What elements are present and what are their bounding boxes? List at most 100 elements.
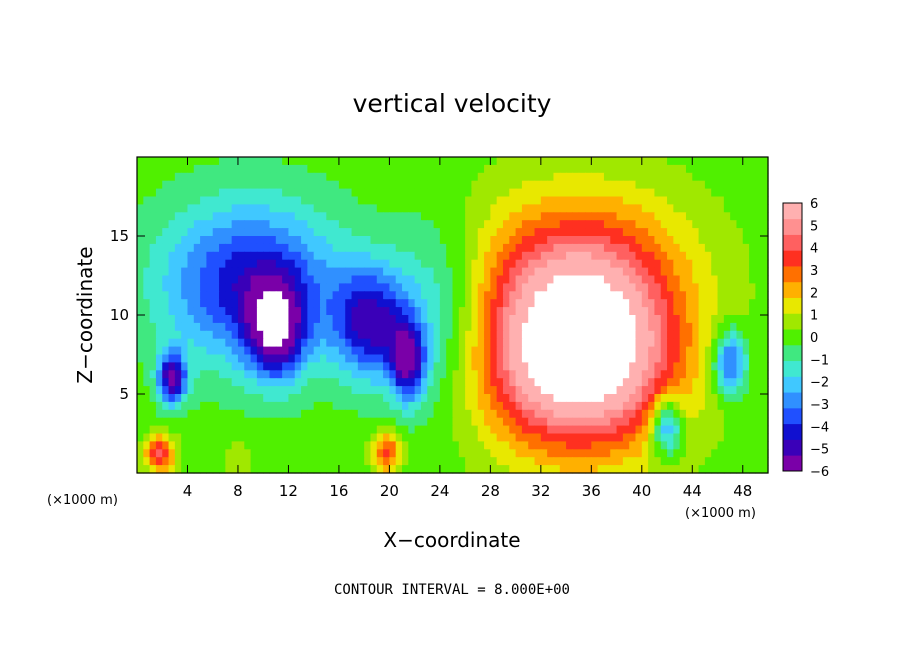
heatmap-cell xyxy=(597,449,605,458)
heatmap-cell xyxy=(452,267,460,277)
heatmap-cell xyxy=(692,362,700,371)
heatmap-cell xyxy=(244,346,252,356)
heatmap-cell xyxy=(761,322,769,332)
heatmap-cell xyxy=(698,425,706,435)
heatmap-cell xyxy=(319,220,327,229)
heatmap-cell xyxy=(345,188,353,198)
heatmap-cell xyxy=(288,417,296,427)
heatmap-cell xyxy=(742,425,750,435)
heatmap-cell xyxy=(597,251,605,261)
heatmap-cell xyxy=(256,267,264,277)
heatmap-cell xyxy=(439,307,447,316)
heatmap-cell xyxy=(263,394,271,403)
heatmap-cell xyxy=(692,409,700,419)
heatmap-cell xyxy=(540,417,548,427)
heatmap-cell xyxy=(692,243,700,253)
heatmap-cell xyxy=(679,196,687,205)
heatmap-cell xyxy=(648,417,656,427)
heatmap-cell xyxy=(667,322,674,332)
heatmap-cell xyxy=(761,172,769,182)
heatmap-cell xyxy=(534,283,542,292)
heatmap-cell xyxy=(200,417,208,427)
heatmap-cell xyxy=(338,220,346,229)
heatmap-cell xyxy=(490,362,498,371)
heatmap-cell xyxy=(294,180,302,190)
heatmap-cell xyxy=(755,417,763,427)
heatmap-cell xyxy=(616,291,624,300)
heatmap-cell xyxy=(351,433,359,442)
heatmap-cell xyxy=(730,259,738,269)
heatmap-cell xyxy=(723,164,731,174)
heatmap-cell xyxy=(225,172,233,182)
heatmap-cell xyxy=(376,433,384,442)
heatmap-cell xyxy=(376,299,384,308)
heatmap-cell xyxy=(427,259,435,269)
heatmap-cell xyxy=(433,172,441,182)
heatmap-cell xyxy=(471,394,479,403)
heatmap-cell xyxy=(137,354,144,363)
heatmap-cell xyxy=(212,172,220,182)
heatmap-cell xyxy=(736,425,744,435)
heatmap-cell xyxy=(566,338,573,348)
heatmap-cell xyxy=(717,172,725,182)
heatmap-cell xyxy=(490,417,498,427)
heatmap-cell xyxy=(200,267,208,277)
heatmap-cell xyxy=(591,259,599,269)
heatmap-cell xyxy=(452,291,460,300)
heatmap-cell xyxy=(168,157,176,166)
heatmap-cell xyxy=(414,220,422,229)
heatmap-cell xyxy=(679,236,687,245)
heatmap-cell xyxy=(414,441,422,450)
heatmap-cell xyxy=(540,283,548,292)
heatmap-cell xyxy=(547,212,555,221)
heatmap-cell xyxy=(692,315,700,324)
heatmap-cell xyxy=(654,157,662,166)
colorbar-label: −2 xyxy=(810,376,829,391)
heatmap-cell xyxy=(566,362,573,371)
heatmap-cell xyxy=(326,307,334,316)
heatmap-cell xyxy=(345,283,353,292)
heatmap-cell xyxy=(641,243,649,253)
heatmap-cell xyxy=(370,157,378,166)
heatmap-cell xyxy=(509,378,517,387)
heatmap-cell xyxy=(578,394,586,403)
heatmap-cell xyxy=(364,315,372,324)
heatmap-cell xyxy=(433,338,441,348)
heatmap-cell xyxy=(484,157,491,166)
heatmap-cell xyxy=(685,425,693,435)
heatmap-cell xyxy=(685,251,693,261)
heatmap-cell xyxy=(149,465,157,474)
heatmap-cell xyxy=(351,259,359,269)
heatmap-cell xyxy=(155,322,163,332)
heatmap-cell xyxy=(174,417,182,427)
heatmap-cell xyxy=(244,307,252,316)
heatmap-cell xyxy=(521,157,529,166)
heatmap-cell xyxy=(502,346,510,356)
heatmap-cell xyxy=(149,330,157,340)
heatmap-cell xyxy=(414,164,422,174)
heatmap-cell xyxy=(275,172,283,182)
heatmap-cell xyxy=(383,251,390,261)
heatmap-cell xyxy=(477,299,485,308)
heatmap-cell xyxy=(452,236,460,245)
heatmap-cell xyxy=(338,259,346,269)
heatmap-cell xyxy=(250,204,258,213)
heatmap-cell xyxy=(667,386,674,395)
heatmap-cell xyxy=(742,299,750,308)
heatmap-cell xyxy=(231,259,239,269)
heatmap-cell xyxy=(275,409,283,419)
heatmap-cell xyxy=(137,228,144,237)
heatmap-cell xyxy=(275,346,283,356)
heatmap-cell xyxy=(742,212,750,221)
heatmap-cell xyxy=(181,259,189,269)
heatmap-cell xyxy=(155,172,163,182)
heatmap-cell xyxy=(256,188,264,198)
heatmap-cell xyxy=(332,172,340,182)
heatmap-cell xyxy=(698,236,706,245)
heatmap-cell xyxy=(679,386,687,395)
heatmap-cell xyxy=(313,378,321,387)
heatmap-cell xyxy=(307,275,315,284)
heatmap-cell xyxy=(307,394,315,403)
heatmap-cell xyxy=(244,204,252,213)
heatmap-cell xyxy=(559,465,567,474)
